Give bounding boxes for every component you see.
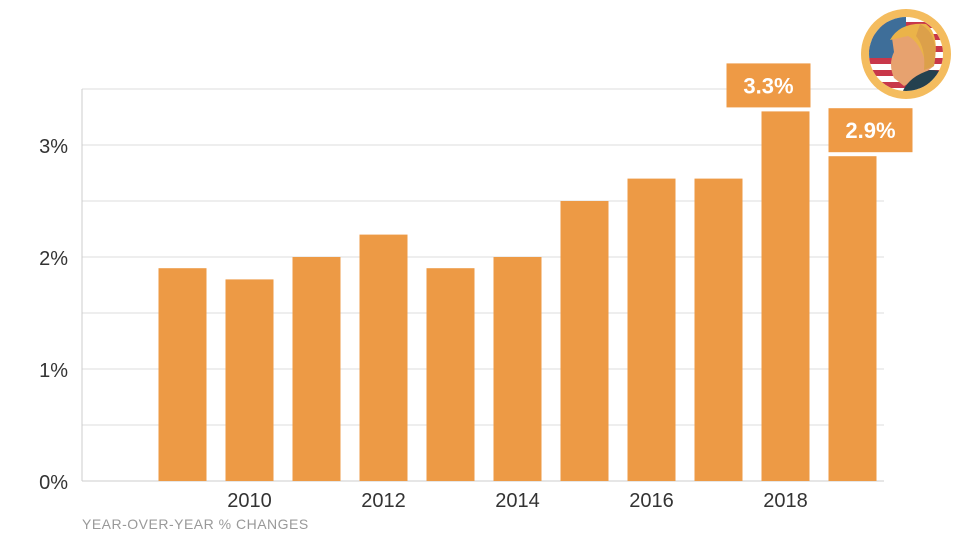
y-tick-label: 1% (39, 360, 68, 382)
bar-2019 (828, 156, 877, 481)
bar-2012 (359, 234, 408, 481)
x-tick-label: 2012 (361, 490, 406, 512)
y-tick-label: 2% (39, 248, 68, 270)
data-label: 2.9% (845, 118, 895, 143)
bar-2009 (158, 268, 207, 481)
x-axis-note: YEAR-OVER-YEAR % CHANGES (82, 516, 309, 532)
bar-2015 (560, 201, 609, 481)
trump-portrait-flag-badge-icon (861, 9, 951, 99)
bar-2013 (426, 268, 475, 481)
bar-2010 (225, 279, 274, 481)
data-label-box (726, 63, 811, 108)
x-tick-label: 2014 (495, 490, 540, 512)
y-tick-label: 0% (39, 472, 68, 494)
x-tick-label: 2016 (629, 490, 674, 512)
bar-2018 (761, 111, 810, 482)
x-tick-label: 2018 (763, 490, 808, 512)
bar-2014 (493, 257, 542, 481)
y-tick-label: 3% (39, 136, 68, 158)
data-label-box (828, 108, 913, 153)
bar-2017 (694, 178, 743, 481)
x-tick-label: 2010 (227, 490, 272, 512)
bar-2016 (627, 178, 676, 481)
bar-2011 (292, 257, 341, 481)
data-label: 3.3% (743, 73, 793, 98)
